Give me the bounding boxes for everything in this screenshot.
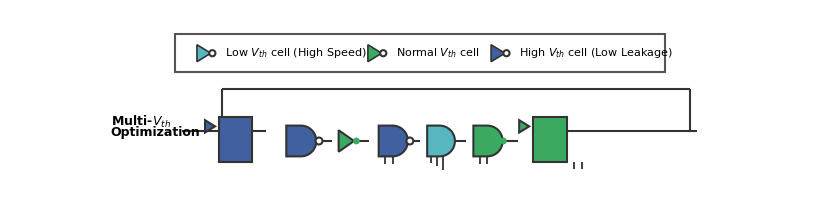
Bar bbox=[532, 117, 566, 162]
Bar bbox=[175, 34, 664, 73]
Text: High $V_{th}$ cell (Low Leakage): High $V_{th}$ cell (Low Leakage) bbox=[518, 46, 672, 60]
Polygon shape bbox=[338, 130, 354, 152]
Text: Multi-$V_{th}$: Multi-$V_{th}$ bbox=[111, 114, 170, 130]
Circle shape bbox=[353, 138, 359, 144]
Text: Low $V_{th}$ cell (High Speed): Low $V_{th}$ cell (High Speed) bbox=[224, 46, 366, 60]
Polygon shape bbox=[286, 126, 316, 156]
Polygon shape bbox=[491, 45, 505, 62]
Polygon shape bbox=[518, 120, 528, 132]
Circle shape bbox=[406, 138, 413, 144]
Polygon shape bbox=[205, 120, 215, 132]
Polygon shape bbox=[197, 45, 210, 62]
Circle shape bbox=[500, 138, 505, 144]
Text: Normal $V_{th}$ cell: Normal $V_{th}$ cell bbox=[395, 46, 478, 60]
Bar bbox=[218, 117, 252, 162]
Polygon shape bbox=[473, 126, 502, 156]
Circle shape bbox=[380, 50, 386, 56]
Circle shape bbox=[209, 50, 215, 56]
Circle shape bbox=[315, 138, 322, 144]
Text: Optimization: Optimization bbox=[111, 126, 200, 139]
Polygon shape bbox=[378, 126, 407, 156]
Circle shape bbox=[503, 50, 509, 56]
Polygon shape bbox=[368, 45, 382, 62]
Polygon shape bbox=[427, 126, 455, 156]
